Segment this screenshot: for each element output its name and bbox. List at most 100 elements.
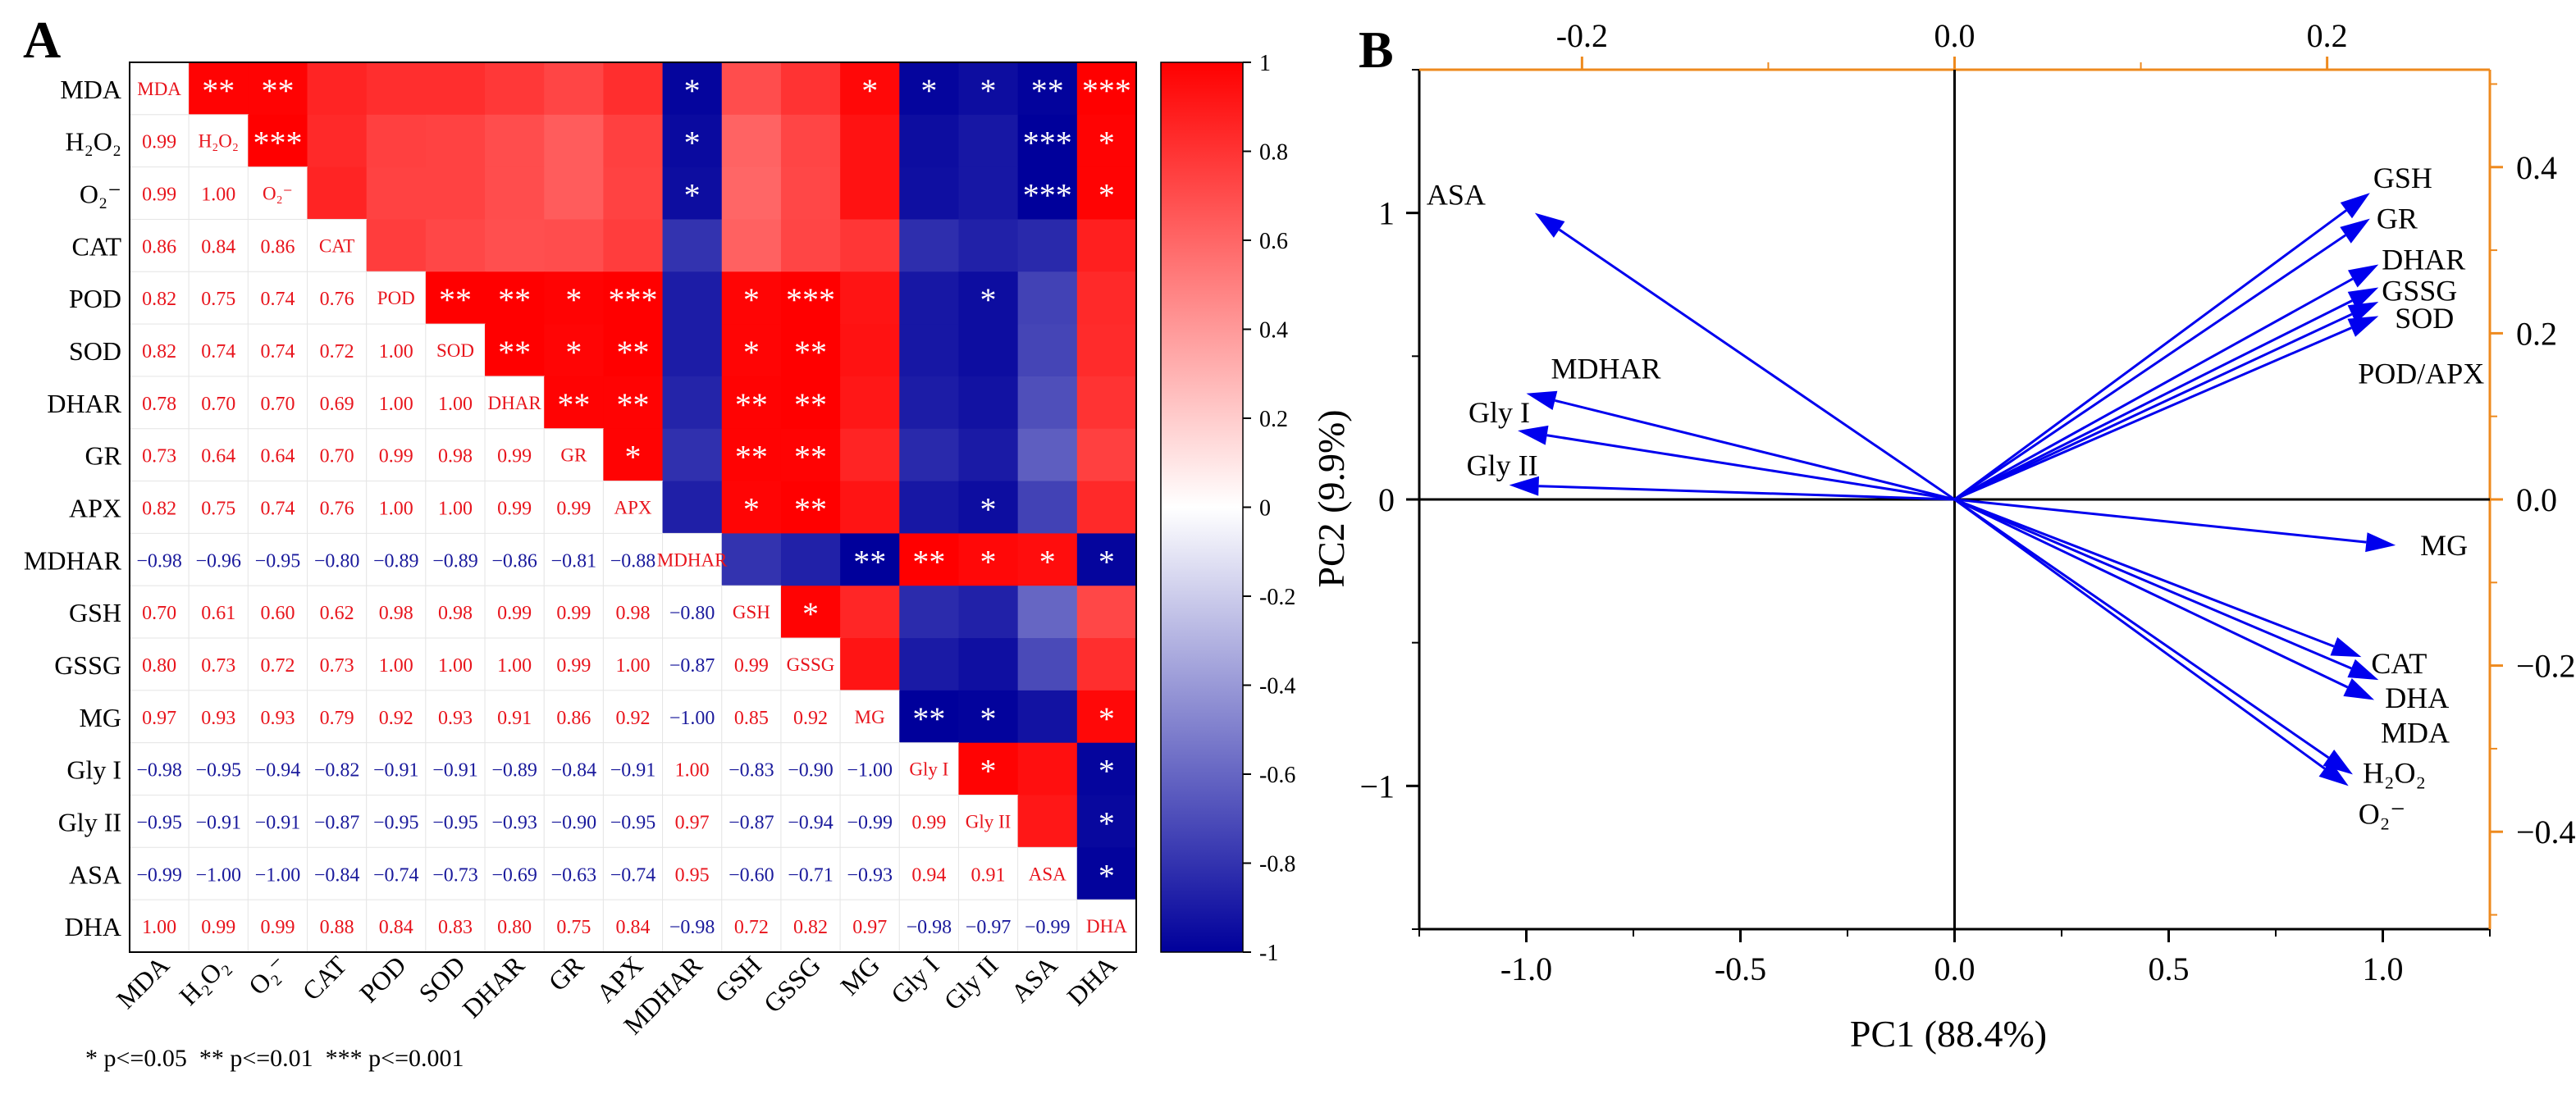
colorbar-tick-label: -0.8 xyxy=(1259,852,1295,877)
top-tick-label: 0.0 xyxy=(1934,17,1975,54)
correlation-value: −0.95 xyxy=(432,812,478,833)
heatmap-value-cell xyxy=(425,585,486,639)
correlation-value: 1.00 xyxy=(497,655,532,677)
heatmap-value-cell xyxy=(129,62,190,116)
heatmap-value-cell xyxy=(425,742,486,796)
heatmap-cell xyxy=(425,114,486,168)
correlation-value: −0.87 xyxy=(314,812,360,833)
heatmap-cell xyxy=(721,324,782,377)
heatmap-cell xyxy=(366,114,427,168)
correlation-value: 1.00 xyxy=(379,499,413,520)
heatmap-value-cell xyxy=(129,532,190,586)
colorbar: 1 0.8 0.6 0.4 0.2 0 -0.2 -0.4 -0.6 -0.8 -1 xyxy=(1160,51,1295,966)
heatmap-cell xyxy=(721,114,782,168)
heatmap-cell xyxy=(544,166,605,221)
loading-arrow-line xyxy=(1558,228,1956,501)
heatmap-value-cell xyxy=(247,846,308,900)
significance-mark: * xyxy=(980,753,997,790)
loading-label: MDA xyxy=(2381,717,2450,750)
significance-mark: * xyxy=(980,491,997,528)
correlation-value: 0.62 xyxy=(320,603,354,624)
column-label: Gly I xyxy=(885,950,945,1010)
significance-mark: ** xyxy=(735,386,768,423)
heatmap-cell xyxy=(840,428,900,482)
x-tick-label: 0.0 xyxy=(1934,950,1975,987)
heatmap-value-cell xyxy=(898,795,959,848)
diagonal-label: Gly II xyxy=(966,811,1012,832)
heatmap-cell xyxy=(603,62,664,116)
heatmap-value-cell xyxy=(425,376,486,430)
row-label: CAT xyxy=(72,231,122,261)
significance-mark: * xyxy=(1098,753,1115,790)
significance-mark: ** xyxy=(498,334,531,371)
heatmap-value-cell xyxy=(247,795,308,848)
significance-legend: * p<=0.05 ** p<=0.01 *** p<=0.001 xyxy=(85,1045,464,1072)
heatmap-value-cell xyxy=(129,637,190,691)
panel-b-label: B xyxy=(1359,21,1394,79)
significance-mark: ** xyxy=(617,334,650,371)
colorbar-tick-label: -0.4 xyxy=(1259,674,1295,700)
colorbar-tick-label: 0.2 xyxy=(1259,407,1288,432)
right-tick-label: 0.0 xyxy=(2516,481,2557,518)
pca-biplot-panel: B -1.0 -0.5 0.0 0.5 1.0 −1 0 1 -0.2 0.0 0.2 0.4 0.2 0… xyxy=(1310,17,2576,1055)
loading-label: DHA xyxy=(2385,681,2449,714)
heatmap-cell xyxy=(958,638,1019,691)
heatmap-value-cell xyxy=(484,899,545,953)
significance-mark: ** xyxy=(261,72,294,109)
row-label: DHAR xyxy=(47,389,121,418)
x-tick-label: 1.0 xyxy=(2363,950,2404,987)
heatmap-value-cell xyxy=(484,690,545,744)
heatmap-value-cell xyxy=(188,585,249,639)
row-label: MG xyxy=(79,703,121,732)
x-tick-label: -1.0 xyxy=(1500,950,1552,987)
correlation-value: −0.91 xyxy=(255,812,301,833)
correlation-value: 0.91 xyxy=(497,708,532,729)
heatmap-cell xyxy=(662,219,723,272)
right-tick-label: 0.2 xyxy=(2516,315,2557,352)
significance-mark: ** xyxy=(557,386,590,423)
loading-label: MDHAR xyxy=(1551,353,1661,385)
colorbar-gradient xyxy=(1161,62,1243,952)
significance-mark: ** xyxy=(1031,72,1064,109)
significance-mark: ** xyxy=(617,386,650,423)
correlation-value: 0.74 xyxy=(260,499,295,520)
heatmap-cell xyxy=(721,428,782,482)
heatmap-value-cell xyxy=(721,585,782,639)
significance-mark: * xyxy=(1098,805,1115,841)
row-label: MDHAR xyxy=(24,545,122,575)
heatmap-cell xyxy=(840,62,900,116)
row-label: Gly I xyxy=(66,755,121,785)
heatmap-cell xyxy=(840,638,900,691)
correlation-value: −0.89 xyxy=(432,550,478,572)
heatmap-value-cell xyxy=(247,271,308,325)
column-label: Gly II xyxy=(938,950,1003,1015)
heatmap-value-cell xyxy=(721,899,782,953)
heatmap-cell xyxy=(662,62,723,116)
correlation-value: 0.99 xyxy=(497,603,532,624)
diagonal-label: DHA xyxy=(1086,916,1127,937)
correlation-value: −0.94 xyxy=(255,760,301,782)
heatmap-value-cell xyxy=(425,323,486,377)
significance-mark: ** xyxy=(439,281,472,318)
correlation-value: −0.98 xyxy=(907,917,952,938)
correlation-value: 0.84 xyxy=(616,917,651,938)
heatmap-cell xyxy=(840,586,900,639)
correlation-value: 0.80 xyxy=(142,655,176,677)
heatmap-cell xyxy=(780,481,841,535)
loading-arrow-line xyxy=(1546,434,1955,501)
column-label: GSH xyxy=(709,950,767,1008)
significance-mark: * xyxy=(743,281,760,318)
heatmap-value-cell xyxy=(129,899,190,953)
loading-arrow-line xyxy=(1953,498,2335,648)
correlation-value: 0.98 xyxy=(616,603,651,624)
heatmap-value-cell xyxy=(366,585,427,639)
correlation-value: 0.99 xyxy=(142,132,176,153)
loading-label: SOD xyxy=(2395,302,2454,335)
correlation-value: 1.00 xyxy=(379,341,413,362)
heatmap-cell xyxy=(899,219,960,272)
column-label: POD xyxy=(354,950,412,1008)
heatmap-value-cell xyxy=(425,795,486,848)
correlation-value: −0.82 xyxy=(314,760,360,782)
heatmap-value-cell xyxy=(662,795,723,848)
heatmap-cell xyxy=(662,166,723,221)
